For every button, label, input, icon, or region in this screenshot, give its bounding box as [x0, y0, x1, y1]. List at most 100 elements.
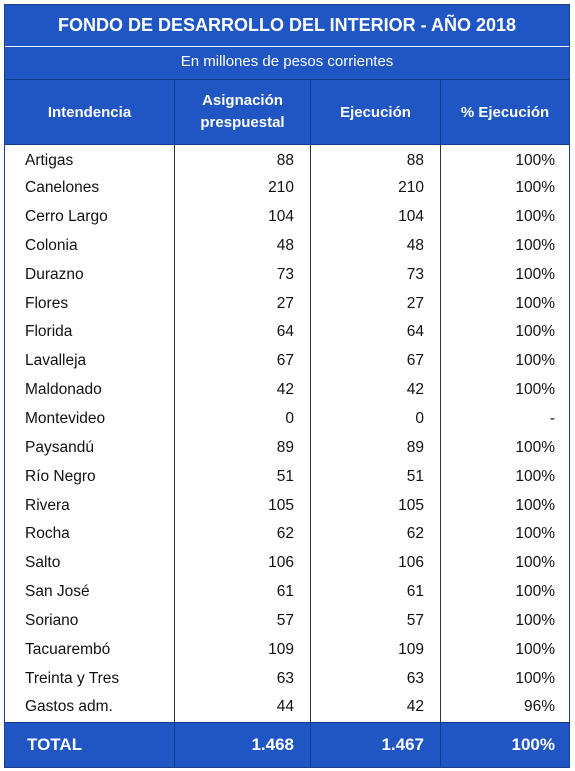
fund-table: FONDO DE DESARROLLO DEL INTERIOR - AÑO 2… — [4, 4, 570, 768]
cell-asignacion: 73 — [175, 260, 311, 290]
cell-pct-ejecucion: 100% — [515, 438, 555, 456]
header-asignacion: Asignación prespuestal — [175, 80, 311, 144]
cell-intendencia: Flores — [5, 289, 175, 319]
cell-asignacion: 67 — [175, 346, 311, 376]
cell-intendencia: Tacuarembó — [5, 635, 175, 665]
cell-asignacion: 44 — [175, 693, 311, 722]
cell-asignacion: 89 — [175, 433, 311, 463]
cell-intendencia: Lavalleja — [5, 346, 175, 376]
cell-asignacion: 63 — [175, 664, 311, 694]
cell-asignacion: 51 — [175, 462, 311, 492]
cell-ejecucion: 42 — [311, 375, 441, 405]
cell-pct-ejecucion: 100% — [515, 381, 555, 399]
cell-intendencia: Rocha — [5, 519, 175, 549]
cell-asignacion: 0 — [175, 404, 311, 434]
table-row: San José 61 61 100% — [5, 577, 569, 607]
cell-pct-ejecucion: 100% — [515, 236, 555, 254]
header-intendencia: Intendencia — [5, 80, 175, 144]
total-ejecucion: 1.467 — [311, 722, 441, 767]
table-row: Rocha 62 62 100% — [5, 519, 569, 549]
table-row: Río Negro 51 51 100% — [5, 462, 569, 492]
table-body: Artigas 88 88 100% Canelones 210 210 100% Cerro … — [5, 145, 569, 722]
cell-intendencia: Florida — [5, 318, 175, 347]
cell-ejecucion: 0 — [311, 404, 441, 434]
cell-intendencia: Paysandú — [5, 433, 175, 463]
cell-ejecucion: 51 — [311, 462, 441, 492]
table-row: Lavalleja 67 67 100% — [5, 346, 569, 376]
header-pct-ejecucion: % Ejecución — [460, 103, 550, 121]
cell-ejecucion: 42 — [311, 693, 441, 722]
cell-asignacion: 104 — [175, 202, 311, 232]
table-row: Artigas 88 88 100% — [5, 145, 569, 174]
cell-intendencia: Maldonado — [5, 375, 175, 405]
table-row: Soriano 57 57 100% — [5, 606, 569, 636]
cell-ejecucion: 89 — [311, 433, 441, 463]
cell-ejecucion: 105 — [311, 491, 441, 520]
cell-asignacion: 109 — [175, 635, 311, 665]
header-ejecucion: Ejecución — [311, 80, 441, 144]
cell-intendencia: Cerro Largo — [5, 202, 175, 232]
table-row: Flores 27 27 100% — [5, 289, 569, 319]
table-row: Tacuarembó 109 109 100% — [5, 635, 569, 665]
cell-ejecucion: 64 — [311, 318, 441, 347]
cell-pct-ejecucion: 100% — [515, 352, 555, 370]
table-title: FONDO DE DESARROLLO DEL INTERIOR - AÑO 2… — [5, 5, 569, 47]
header-asignacion-line1: Asignación — [202, 92, 283, 109]
cell-ejecucion: 63 — [311, 664, 441, 694]
table-row: Durazno 73 73 100% — [5, 260, 569, 290]
cell-pct-ejecucion: - — [549, 410, 555, 428]
cell-asignacion: 57 — [175, 606, 311, 636]
cell-pct-ejecucion: 100% — [515, 294, 555, 312]
cell-ejecucion: 62 — [311, 519, 441, 549]
cell-intendencia: Colonia — [5, 231, 175, 261]
cell-intendencia: Río Negro — [5, 462, 175, 492]
cell-asignacion: 64 — [175, 318, 311, 347]
cell-intendencia: Gastos adm. — [5, 693, 175, 722]
total-pct: 100% — [511, 734, 555, 754]
table-row: Treinta y Tres 63 63 100% — [5, 664, 569, 694]
cell-intendencia: Salto — [5, 548, 175, 578]
header-asignacion-line2: prespuestal — [200, 114, 285, 131]
total-row: TOTAL 1.468 1.467 100% — [5, 721, 569, 767]
cell-pct-ejecucion: 100% — [515, 179, 555, 197]
cell-ejecucion: 27 — [311, 289, 441, 319]
cell-intendencia: Treinta y Tres — [5, 664, 175, 694]
cell-pct-ejecucion: 100% — [515, 323, 555, 341]
table-row: Canelones 210 210 100% — [5, 173, 569, 203]
cell-pct-ejecucion: 100% — [515, 583, 555, 601]
cell-intendencia: Artigas — [5, 145, 175, 174]
cell-intendencia: Rivera — [5, 491, 175, 520]
cell-intendencia: Montevideo — [5, 404, 175, 434]
cell-pct-ejecucion: 100% — [515, 152, 555, 170]
cell-ejecucion: 57 — [311, 606, 441, 636]
cell-asignacion: 42 — [175, 375, 311, 405]
cell-asignacion: 61 — [175, 577, 311, 607]
cell-asignacion: 62 — [175, 519, 311, 549]
cell-ejecucion: 104 — [311, 202, 441, 232]
cell-ejecucion: 210 — [311, 173, 441, 203]
cell-pct-ejecucion: 100% — [515, 554, 555, 572]
header-row: Intendencia Asignación prespuestal Ejecu… — [5, 80, 569, 145]
table-subtitle: En millones de pesos corrientes — [5, 47, 569, 80]
cell-ejecucion: 73 — [311, 260, 441, 290]
cell-asignacion: 105 — [175, 491, 311, 520]
total-asignacion: 1.468 — [175, 722, 311, 767]
cell-ejecucion: 88 — [311, 145, 441, 174]
cell-pct-ejecucion: 100% — [515, 525, 555, 543]
table-row: Gastos adm. 44 42 96% — [5, 693, 569, 722]
table-row: Cerro Largo 104 104 100% — [5, 202, 569, 232]
cell-ejecucion: 106 — [311, 548, 441, 578]
table-row: Maldonado 42 42 100% — [5, 375, 569, 405]
cell-ejecucion: 48 — [311, 231, 441, 261]
cell-pct-ejecucion: 100% — [515, 496, 555, 514]
cell-ejecucion: 61 — [311, 577, 441, 607]
cell-asignacion: 88 — [175, 145, 311, 174]
table-row: Paysandú 89 89 100% — [5, 433, 569, 463]
cell-pct-ejecucion: 100% — [515, 640, 555, 658]
cell-intendencia: Soriano — [5, 606, 175, 636]
cell-pct-ejecucion: 100% — [515, 611, 555, 629]
cell-asignacion: 48 — [175, 231, 311, 261]
cell-asignacion: 27 — [175, 289, 311, 319]
cell-asignacion: 106 — [175, 548, 311, 578]
table-row: Montevideo 0 0- — [5, 404, 569, 434]
